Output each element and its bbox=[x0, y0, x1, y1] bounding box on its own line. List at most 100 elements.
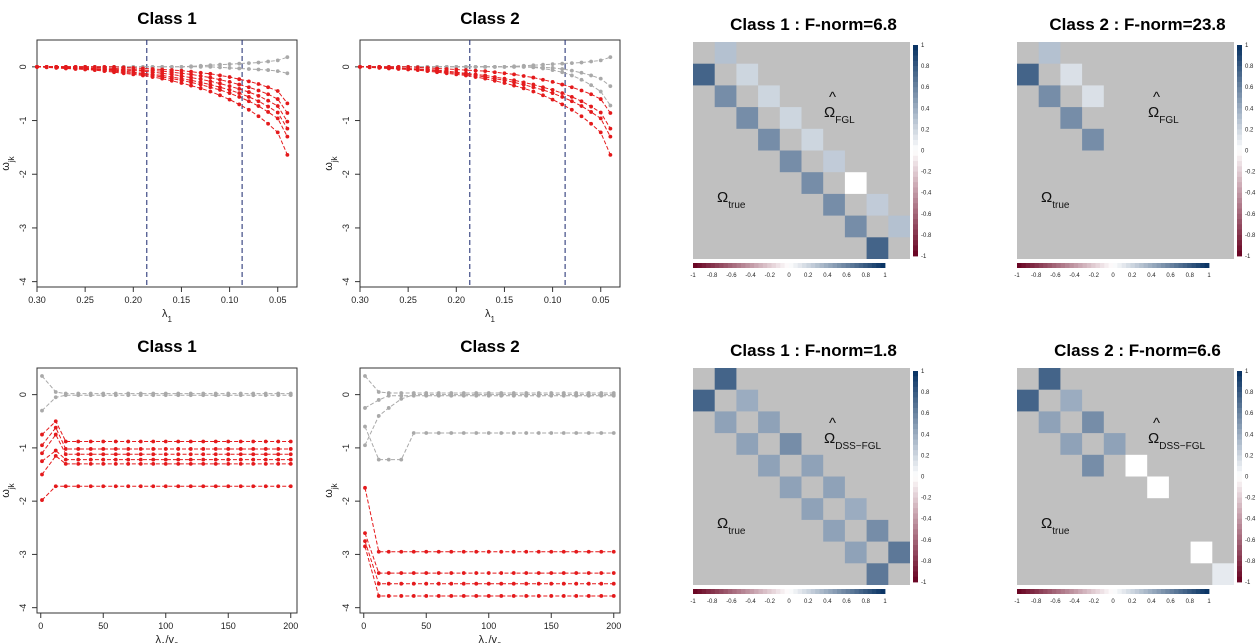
y-axis-label: ωjk bbox=[0, 155, 16, 170]
colorbar-v-segment bbox=[913, 124, 918, 130]
colorbar-h-segment bbox=[1174, 263, 1179, 268]
selected-path-point bbox=[88, 452, 93, 457]
colorbar-v-segment bbox=[913, 45, 918, 51]
colorbar-h-tick: -0.8 bbox=[1031, 273, 1042, 279]
colorbar-v-segment bbox=[913, 171, 918, 178]
selected-path-point bbox=[88, 457, 93, 462]
heatmap-cell bbox=[1038, 411, 1061, 434]
selected-path-point bbox=[275, 110, 280, 115]
selected-path-point bbox=[218, 85, 222, 90]
y-tick-label: -3 bbox=[18, 224, 28, 232]
selected-path-point bbox=[569, 99, 574, 104]
colorbar-v-segment bbox=[1237, 576, 1242, 583]
colorbar-v-tick: -0.8 bbox=[921, 233, 932, 239]
colorbar-v-segment bbox=[913, 455, 918, 462]
selected-path-point bbox=[363, 539, 367, 543]
selected-path-point bbox=[92, 64, 97, 69]
selected-path-point bbox=[599, 571, 604, 575]
unselected-path-point bbox=[424, 431, 429, 435]
unselected-path-point bbox=[589, 73, 594, 78]
x-tick-label: 0.10 bbox=[221, 295, 239, 305]
colorbar-h-segment bbox=[697, 263, 703, 268]
colorbar-h-segment bbox=[736, 589, 742, 594]
selected-path-point bbox=[474, 581, 479, 586]
selected-path-point bbox=[138, 461, 143, 466]
colorbar-h-segment bbox=[871, 589, 877, 594]
unselected-path-point bbox=[218, 65, 222, 70]
selected-path-point bbox=[63, 452, 68, 457]
colorbar-v-segment bbox=[1237, 402, 1242, 409]
selected-path-point bbox=[113, 484, 118, 489]
selected-path-point bbox=[406, 64, 411, 69]
colorbar-v-tick: 0 bbox=[921, 149, 925, 155]
unselected-path-point bbox=[285, 71, 290, 76]
unselected-path-point bbox=[586, 392, 591, 397]
colorbar-h-segment bbox=[710, 263, 716, 268]
colorbar-h-segment bbox=[793, 589, 799, 594]
colorbar-h-segment bbox=[880, 263, 886, 268]
colorbar-v-tick: -0.8 bbox=[921, 559, 932, 565]
colorbar-v-segment bbox=[1237, 182, 1242, 188]
x-tick-label: 0.15 bbox=[173, 295, 191, 305]
selected-path-point bbox=[561, 571, 566, 575]
selected-path-point bbox=[179, 74, 184, 78]
colorbar-v-segment bbox=[1237, 103, 1242, 109]
unselected-path-point bbox=[524, 392, 529, 397]
heatmap-cell bbox=[866, 237, 889, 259]
colorbar-v-tick: 0.8 bbox=[921, 64, 930, 70]
colorbar-v-segment bbox=[913, 55, 918, 62]
selected-path-point bbox=[251, 447, 256, 451]
unselected-path-point bbox=[376, 414, 381, 418]
path-dss-class1: Class 1 0 50 100 150 200 0 -1 -2 -3 -4 λ1/v0 ωjk bbox=[0, 337, 298, 643]
selected-path-point bbox=[226, 461, 231, 466]
heatmap-cell bbox=[823, 476, 845, 499]
selected-path-point bbox=[363, 485, 367, 490]
colorbar-v-segment bbox=[913, 245, 918, 252]
colorbar-v-segment bbox=[913, 402, 918, 409]
selected-path-point bbox=[599, 549, 604, 554]
selected-path-point bbox=[227, 84, 232, 89]
colorbar-h-segment bbox=[1195, 589, 1201, 594]
selected-path-point bbox=[541, 85, 545, 90]
unselected-path-point bbox=[288, 393, 293, 398]
colorbar-v-segment bbox=[1237, 545, 1242, 551]
unselected-path-point bbox=[550, 66, 555, 70]
selected-path-point bbox=[256, 82, 261, 86]
selected-path-point bbox=[598, 116, 603, 121]
colorbar-v-segment bbox=[1237, 381, 1242, 388]
colorbar-v-segment bbox=[1237, 497, 1242, 504]
selected-path-point bbox=[285, 153, 290, 157]
selected-path-point bbox=[246, 95, 251, 99]
colorbar-h-tick: 0 bbox=[787, 599, 791, 605]
colorbar-v-segment bbox=[913, 118, 918, 125]
unselected-path-point bbox=[579, 70, 584, 75]
heatmap-cell bbox=[779, 433, 802, 455]
selected-path-point bbox=[227, 91, 232, 96]
colorbar-h-segment bbox=[1056, 589, 1062, 594]
unselected-path-point bbox=[486, 392, 491, 397]
colorbar-h-segment bbox=[1047, 589, 1053, 594]
y-tick-label: -3 bbox=[18, 550, 28, 558]
colorbar-h-tick: -0.4 bbox=[1069, 599, 1080, 605]
colorbar-v-segment bbox=[913, 208, 918, 215]
colorbar-h-segment bbox=[1025, 263, 1031, 268]
colorbar-h-segment bbox=[1187, 263, 1192, 268]
colorbar-v-segment bbox=[913, 381, 918, 388]
selected-path-point bbox=[436, 549, 441, 554]
selected-path-point bbox=[589, 110, 594, 114]
selected-path-point bbox=[246, 90, 251, 94]
colorbar-v-tick: -0.4 bbox=[921, 517, 932, 523]
colorbar-h-segment bbox=[823, 263, 829, 268]
unselected-path-point bbox=[599, 431, 604, 435]
colorbar-v-segment bbox=[1237, 444, 1242, 451]
colorbar-v-tick: -0.2 bbox=[1245, 170, 1256, 176]
unselected-path-point bbox=[251, 393, 256, 398]
selected-path-point bbox=[263, 461, 268, 466]
colorbar-v-segment bbox=[1237, 529, 1242, 535]
colorbar-h-segment bbox=[1051, 589, 1057, 594]
heatmap-cell bbox=[736, 433, 759, 455]
selected-path-point bbox=[511, 594, 516, 598]
selected-path-point bbox=[285, 111, 290, 115]
selected-path-point bbox=[218, 81, 222, 86]
heatmap-cell bbox=[714, 42, 737, 64]
